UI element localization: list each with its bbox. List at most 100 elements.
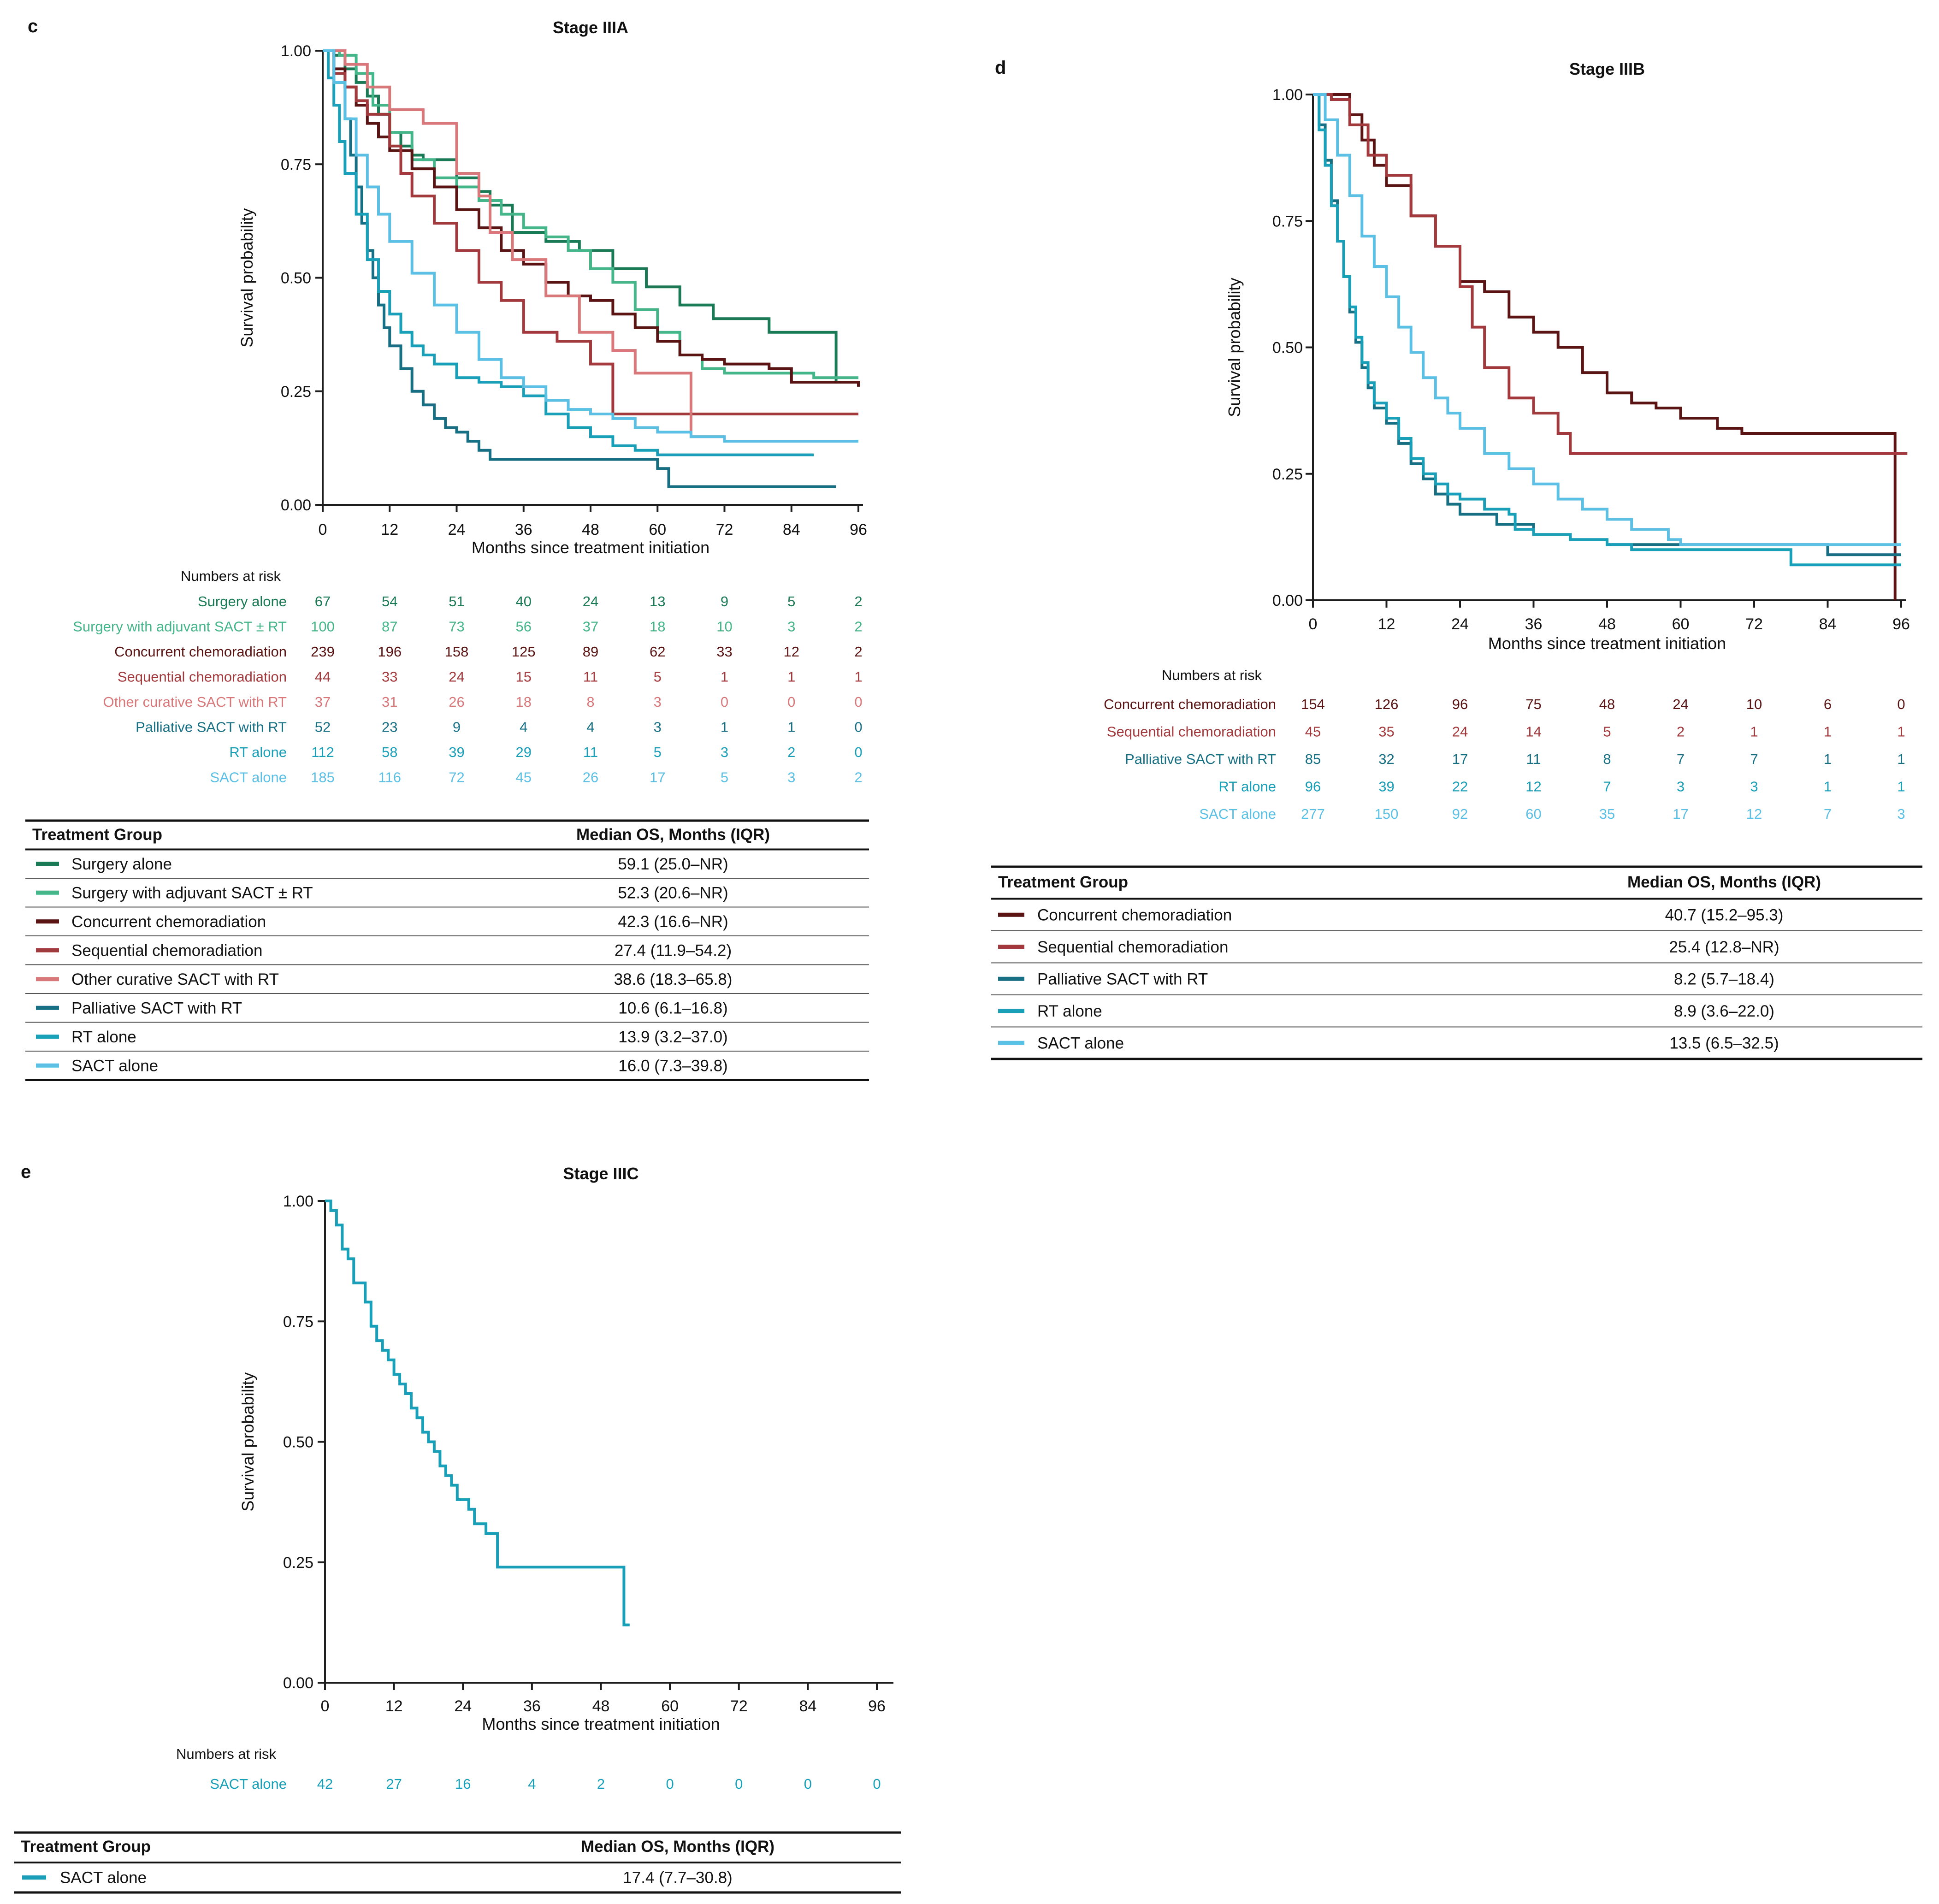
risk-count: 1 (1897, 779, 1905, 795)
risk-count: 5 (1603, 724, 1611, 740)
median-os-table: Treatment Group Median OS, Months (IQR) Co… (991, 865, 1922, 1060)
risk-count: 32 (1378, 751, 1394, 767)
risk-row-label: SACT alone (210, 769, 287, 786)
x-tick-label: 36 (515, 521, 532, 538)
panel-letter: d (995, 58, 1006, 78)
risk-count: 14 (1525, 724, 1541, 740)
y-tick-label: 0.75 (283, 1313, 313, 1330)
risk-count: 1 (1750, 724, 1758, 740)
x-tick-label: 24 (454, 1697, 472, 1715)
risk-count: 18 (516, 694, 532, 710)
risk-count: 2 (787, 744, 795, 760)
table-median-value: 59.1 (25.0–NR) (618, 855, 728, 873)
table-median-value: 25.4 (12.8–NR) (1669, 938, 1779, 956)
x-tick-label: 96 (850, 521, 867, 538)
risk-count: 1 (1824, 779, 1832, 795)
risk-count: 35 (1599, 806, 1615, 822)
x-tick-label: 24 (1451, 615, 1469, 633)
risk-count: 0 (666, 1776, 674, 1792)
risk-count: 12 (1746, 806, 1762, 822)
x-axis-label: Months since treatment initiation (1488, 634, 1726, 653)
risk-count: 1 (854, 669, 862, 685)
y-tick-label: 0.25 (1272, 466, 1303, 483)
risk-count: 17 (650, 769, 665, 786)
x-tick-label: 24 (448, 521, 466, 538)
x-tick-label: 48 (1598, 615, 1616, 633)
risk-count: 72 (449, 769, 464, 786)
risk-row-label: Palliative SACT with RT (136, 719, 287, 735)
x-tick-label: 60 (1672, 615, 1690, 633)
table-median-value: 42.3 (16.6–NR) (618, 913, 728, 931)
table-group-name: SACT alone (1037, 1034, 1124, 1052)
risk-count: 7 (1603, 779, 1611, 795)
x-tick-label: 84 (799, 1697, 816, 1715)
x-tick-label: 60 (661, 1697, 679, 1715)
chart-title: Stage IIIC (563, 1164, 638, 1183)
table-group-name: Concurrent chemoradiation (71, 913, 266, 931)
risk-count: 17 (1673, 806, 1688, 822)
risk-count: 116 (378, 769, 401, 786)
table-group-name: Palliative SACT with RT (71, 999, 242, 1017)
y-tick-label: 0.50 (283, 1434, 313, 1451)
median-os-table: Treatment Group Median OS, Months (IQR) Su… (25, 819, 869, 1081)
table-median-value: 10.6 (6.1–16.8) (618, 999, 727, 1017)
y-tick-label: 0.25 (283, 1554, 313, 1572)
risk-row-label: Surgery alone (198, 593, 287, 609)
risk-count: 3 (1677, 779, 1685, 795)
y-tick-label: 0.75 (281, 156, 311, 173)
panel-letter: e (21, 1162, 31, 1182)
risk-row-label: SACT alone (210, 1776, 287, 1792)
table-median-value: 13.5 (6.5–32.5) (1669, 1034, 1779, 1052)
km-curve-concurrent-chemoradiation (323, 49, 860, 387)
risk-count: 2 (854, 644, 862, 660)
table-group-name: Sequential chemoradiation (71, 941, 262, 959)
risk-count: 15 (516, 669, 532, 685)
x-tick-label: 0 (1309, 615, 1318, 633)
table-group-name: SACT alone (71, 1057, 158, 1075)
x-tick-label: 96 (1892, 615, 1910, 633)
risk-count: 3 (654, 694, 662, 710)
x-axis-label: Months since treatment initiation (482, 1715, 720, 1733)
km-curve-sact-alone (323, 49, 858, 443)
table-median-value: 17.4 (7.7–30.8) (623, 1869, 732, 1887)
risk-count: 112 (311, 744, 334, 760)
risk-count: 8 (1603, 751, 1611, 767)
risk-count: 60 (1525, 806, 1541, 822)
y-axis-label: Survival probability (237, 208, 256, 347)
x-tick-label: 84 (783, 521, 800, 538)
x-tick-label: 0 (321, 1697, 330, 1715)
risk-count: 8 (586, 694, 594, 710)
table-group-name: Concurrent chemoradiation (1037, 906, 1232, 924)
risk-row-label: Palliative SACT with RT (1125, 751, 1276, 767)
y-tick-label: 1.00 (281, 42, 311, 60)
risk-count: 125 (512, 644, 536, 660)
risk-count: 5 (654, 744, 662, 760)
risk-count: 11 (583, 744, 598, 760)
risk-count: 24 (583, 593, 598, 609)
table-median-value: 38.6 (18.3–65.8) (614, 970, 733, 988)
table-group-name: Sequential chemoradiation (1037, 938, 1228, 956)
risk-count: 100 (311, 619, 335, 635)
risk-count: 51 (449, 593, 464, 609)
table-group-name: Surgery alone (71, 855, 172, 873)
risk-count: 0 (854, 719, 862, 735)
risk-count: 154 (1301, 696, 1325, 712)
risk-count: 126 (1375, 696, 1399, 712)
table-group-name: SACT alone (60, 1869, 147, 1887)
risk-count: 18 (650, 619, 665, 635)
risk-count: 5 (721, 769, 728, 786)
risk-count: 33 (716, 644, 732, 660)
risk-count: 3 (787, 769, 795, 786)
y-tick-label: 1.00 (1272, 86, 1303, 104)
km-curve-other-curative-sact-with-rt (323, 49, 725, 438)
risk-count: 12 (1525, 779, 1541, 795)
y-tick-label: 1.00 (283, 1193, 313, 1210)
table-header-median: Median OS, Months (IQR) (576, 826, 770, 844)
risk-count: 16 (455, 1776, 471, 1792)
risk-count: 150 (1375, 806, 1399, 822)
risk-count: 12 (784, 644, 799, 660)
chart-title: Stage IIIB (1569, 59, 1645, 78)
